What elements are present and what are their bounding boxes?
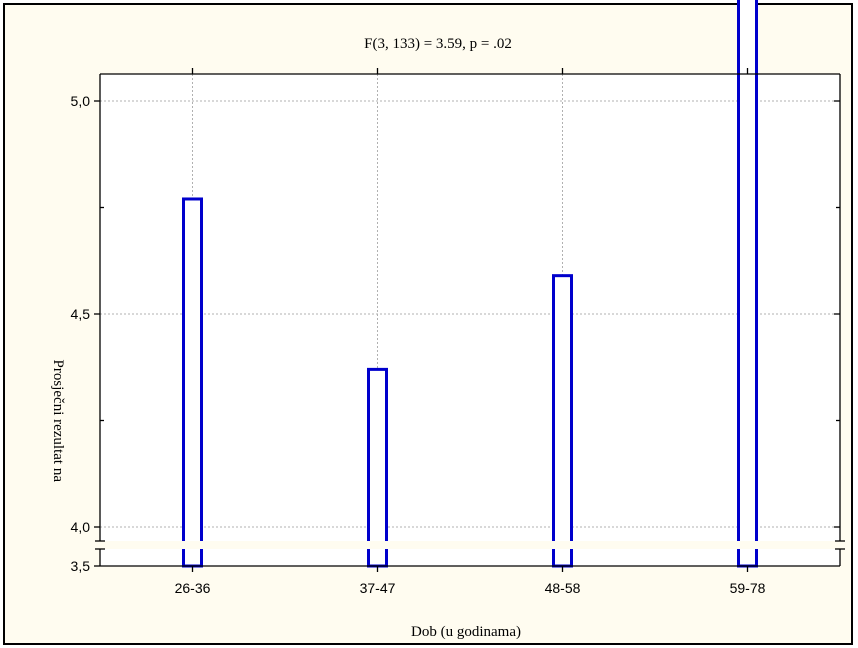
y-tick-label: 3,5 bbox=[71, 558, 91, 574]
bar-48-58 bbox=[552, 274, 573, 568]
x-tick-label: 26-36 bbox=[175, 580, 211, 596]
bars bbox=[182, 0, 758, 568]
x-tick-label: 37-47 bbox=[360, 580, 396, 596]
y-tick-label: 5,0 bbox=[71, 93, 91, 109]
y-tick-labels: 3,54,04,55,05,56,0 bbox=[71, 93, 91, 574]
bar-37-47 bbox=[367, 367, 388, 568]
bar-59-78 bbox=[737, 0, 758, 568]
plot-background bbox=[100, 74, 840, 566]
chart-title: F(3, 133) = 3.59, p = .02 bbox=[364, 36, 512, 52]
axis-break-band bbox=[96, 541, 846, 549]
y-tick-label: 4,5 bbox=[71, 306, 91, 322]
y-axis-title: Prosječni rezultat na bbox=[50, 360, 66, 483]
x-tick-label: 48-58 bbox=[545, 580, 581, 596]
y-tick-label: 4,0 bbox=[71, 519, 91, 535]
x-tick-label: 59-78 bbox=[730, 580, 766, 596]
x-tick-labels: 26-36 37-47 48-58 59-78 bbox=[175, 580, 766, 596]
x-axis-title: Dob (u godinama) bbox=[411, 624, 521, 640]
bar-26-36 bbox=[182, 197, 203, 568]
axes bbox=[94, 68, 845, 572]
